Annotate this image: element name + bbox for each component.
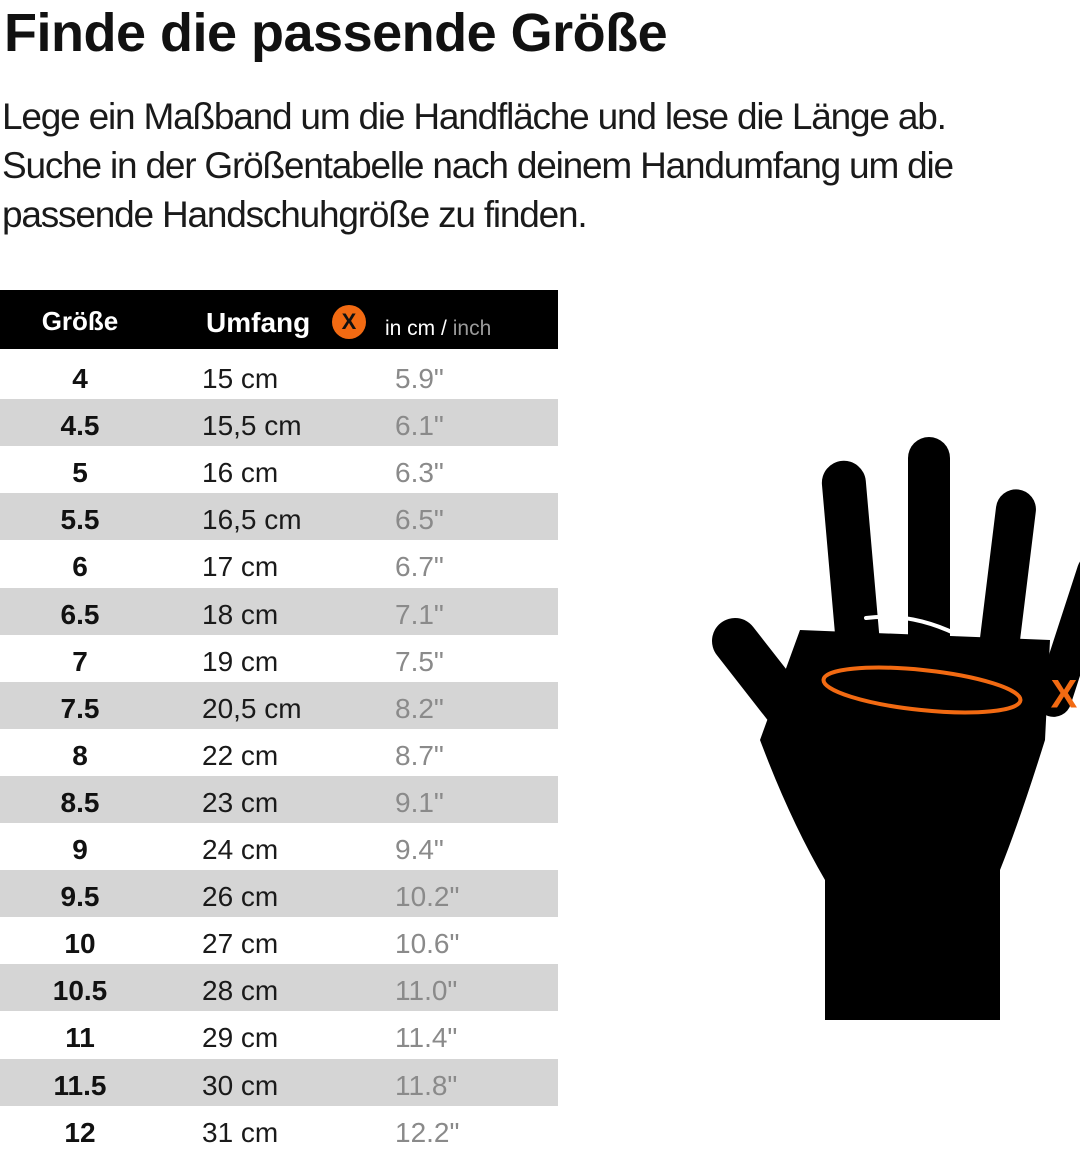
inch-cell: 12.2"	[395, 1116, 460, 1148]
table-row: 8.5 23 cm 9.1"	[0, 775, 558, 823]
title: Finde die passende Größe	[4, 3, 668, 63]
inch-cell: 7.5"	[395, 645, 444, 677]
table-row: 8 22 cm 8.7"	[0, 729, 558, 776]
intro-line: passende Handschuhgröße zu finden.	[2, 194, 588, 235]
size-cell: 9	[72, 834, 88, 865]
size-cell: 9.5	[60, 881, 100, 913]
size-cell: 5.5	[60, 504, 100, 536]
header-size: Größe	[41, 306, 119, 336]
size-cell: 8.5	[60, 786, 100, 818]
cm-cell: 24 cm	[202, 834, 279, 865]
size-cell: 5	[72, 457, 88, 489]
size-cell: 11	[65, 1022, 95, 1054]
table-row: 10.5 28 cm 11.0"	[0, 964, 558, 1012]
inch-cell: 5.9"	[395, 363, 444, 394]
cm-cell: 23 cm	[202, 786, 279, 818]
inch-cell: 6.5"	[395, 504, 444, 536]
hand-illustration: X	[711, 437, 1080, 1020]
measure-label: X	[1051, 673, 1078, 717]
table-row: 12 31 cm 12.2"	[0, 1106, 558, 1153]
header-circumference: Umfang	[206, 307, 311, 338]
badge: X	[332, 305, 366, 339]
intro-line: Lege ein Maßband um die Handfläche und l…	[2, 96, 947, 137]
table-row: 4 15 cm 5.9"	[0, 352, 558, 399]
cm-cell: 27 cm	[202, 928, 279, 960]
cm-cell: 29 cm	[202, 1022, 279, 1054]
table-row: 11.5 30 cm 11.8"	[0, 1058, 558, 1106]
inch-cell: 11.0"	[395, 975, 458, 1007]
table-header: Größe Umfang X in cm / inch	[0, 290, 558, 349]
size-cell: 10.5	[52, 975, 108, 1007]
unit-separator: /	[441, 317, 447, 340]
table-row: 5 16 cm 6.3"	[0, 446, 558, 493]
size-cell: 7.5	[60, 692, 100, 724]
inch-cell: 11.4"	[395, 1022, 458, 1054]
table-row: 10 27 cm 10.6"	[0, 917, 558, 964]
size-cell: 8	[72, 739, 88, 771]
size-cell: 6.5	[60, 598, 100, 630]
size-cell: 7	[72, 645, 88, 677]
inch-cell: 7.1"	[395, 598, 444, 630]
inch-cell: 10.6"	[395, 928, 460, 960]
inch-cell: 6.7"	[395, 551, 444, 583]
cm-cell: 26 cm	[202, 881, 279, 913]
table-row: 7.5 20,5 cm 8.2"	[0, 681, 558, 729]
unit-cm: in cm	[385, 317, 436, 340]
cm-cell: 28 cm	[202, 975, 279, 1007]
inch-cell: 8.7"	[395, 739, 444, 771]
inch-cell: 8.2"	[395, 692, 444, 724]
table-row: 4.5 15,5 cm 6.1"	[0, 399, 558, 447]
cm-cell: 30 cm	[202, 1069, 279, 1101]
cm-cell: 18 cm	[202, 598, 279, 630]
cm-cell: 22 cm	[202, 739, 279, 771]
size-cell: 12	[64, 1116, 96, 1148]
size-cell: 4	[72, 363, 88, 394]
inch-cell: 9.1"	[395, 786, 444, 818]
inch-cell: 11.8"	[395, 1069, 458, 1101]
intro-line: Suche in der Größentabelle nach deinem H…	[2, 145, 954, 186]
inch-cell: 9.4"	[395, 834, 444, 865]
table-row: 9.5 26 cm 10.2"	[0, 870, 558, 918]
cm-cell: 16 cm	[202, 457, 279, 489]
table-row: 9 24 cm 9.4"	[0, 823, 558, 870]
size-cell: 6	[72, 551, 88, 583]
cm-cell: 15 cm	[202, 363, 279, 394]
table-row: 6.5 18 cm 7.1"	[0, 587, 558, 635]
size-cell: 4.5	[60, 410, 100, 442]
table-row: 6 17 cm 6.7"	[0, 540, 558, 587]
inch-cell: 6.1"	[395, 410, 444, 442]
cm-cell: 19 cm	[202, 645, 279, 677]
table-row: 11 29 cm 11.4"	[0, 1011, 558, 1058]
cm-cell: 15,5 cm	[202, 410, 302, 442]
table-row: 7 19 cm 7.5"	[0, 635, 558, 682]
cm-cell: 31 cm	[202, 1116, 279, 1148]
size-cell: 11.5	[53, 1069, 107, 1101]
cm-cell: 20,5 cm	[202, 692, 302, 724]
unit-inch: inch	[452, 317, 492, 340]
size-cell: 10	[64, 928, 96, 960]
cm-cell: 16,5 cm	[202, 504, 302, 536]
inch-cell: 10.2"	[395, 881, 460, 913]
units: in cm / inch	[385, 317, 491, 341]
table-row: 5.5 16,5 cm 6.5"	[0, 493, 558, 541]
cm-cell: 17 cm	[202, 551, 279, 583]
inch-cell: 6.3"	[395, 457, 444, 489]
